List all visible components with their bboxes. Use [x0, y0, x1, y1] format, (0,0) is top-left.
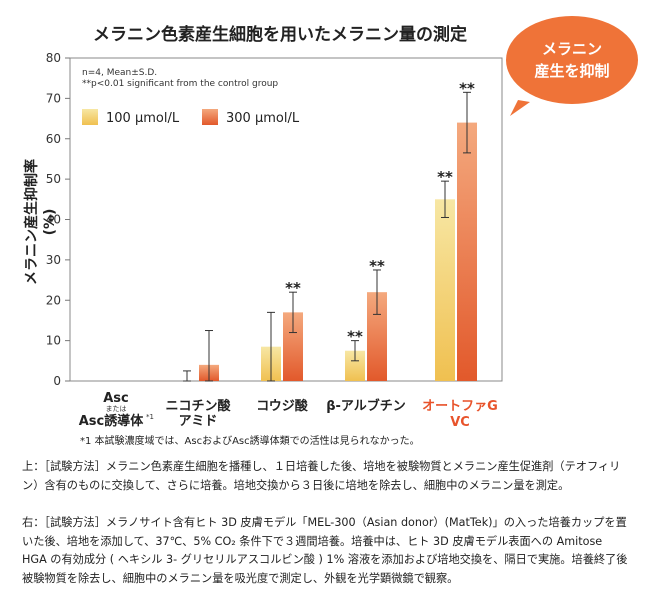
x-label-autopha-line1: オートファG: [422, 399, 498, 414]
legend-swatch-300: [202, 109, 218, 125]
bar: [367, 292, 387, 381]
y-tick-label: 80: [46, 51, 61, 65]
chart-title: メラニン色素産生細胞を用いたメラニン量の測定: [93, 24, 467, 45]
footnote: *1 本試験濃度域では、AscおよびAsc誘導体類での活性は見られなかった。: [80, 434, 420, 447]
significance-mark: **: [347, 328, 363, 346]
x-label-niacinamide-line2: アミド: [179, 414, 218, 429]
chart-note-significance: **p<0.01 significant from the control gr…: [82, 79, 278, 89]
description-top: 上：［試験方法］メラニン色素産生細胞を播種し、１日培養した後、培地を被験物質とメ…: [22, 460, 621, 492]
legend: 100 μmol/L 300 μmol/L: [82, 109, 300, 126]
bar: [435, 199, 455, 381]
significance-mark: **: [285, 279, 301, 297]
description-bottom: 右：［試験方法］メラノサイト含有ヒト 3D 皮膚モデル「MEL-300（Asia…: [22, 516, 628, 585]
badge-shape: [506, 16, 638, 104]
significance-marks: ** ** ** ** **: [285, 79, 475, 345]
x-axis-categories: Asc または Asc誘導体 *1 ニコチン酸 アミド コウジ酸 β-アルブチン…: [79, 391, 498, 430]
significance-mark: **: [369, 257, 385, 275]
significance-mark: **: [437, 168, 453, 186]
error-bars: [183, 91, 471, 382]
y-tick-label: 20: [46, 293, 61, 307]
bars: [199, 122, 477, 381]
bar: [457, 122, 477, 381]
y-axis-ticks: 0 10 20 30 40 50 60 70 80: [46, 51, 70, 388]
legend-label-300: 300 μmol/L: [226, 111, 300, 126]
y-tick-label: 40: [46, 213, 61, 227]
chart-note-n: n=4, Mean±S.D.: [82, 68, 157, 78]
legend-swatch-100: [82, 109, 98, 125]
bar: [283, 312, 303, 381]
badge-bubble: [510, 100, 530, 116]
y-axis-label-line1: メラニン産生抑制率: [23, 159, 40, 285]
x-label-niacinamide-line1: ニコチン酸: [165, 398, 231, 414]
chart: メラニン色素産生細胞を用いたメラニン量の測定 0 10 20 30 40 50 60 70 80…: [23, 16, 638, 447]
y-tick-label: 70: [46, 91, 61, 105]
badge-line1: メラニン: [542, 40, 602, 58]
significance-mark: **: [459, 79, 475, 97]
legend-label-100: 100 μmol/L: [106, 111, 180, 126]
x-label-autopha-line2: VC: [450, 415, 470, 430]
y-axis-label-line2: (%): [42, 209, 58, 236]
y-tick-label: 30: [46, 253, 61, 267]
x-label-asc-footnote-mark: *1: [146, 413, 154, 421]
badge-line2: 産生を抑制: [534, 62, 609, 80]
badge: メラニン 産生を抑制: [506, 16, 638, 116]
bar: [345, 350, 365, 381]
y-axis-label: メラニン産生抑制率 (%): [23, 159, 58, 285]
x-label-beta-arbutin: β-アルブチン: [326, 398, 406, 414]
x-label-kojic-acid: コウジ酸: [256, 398, 308, 414]
x-label-asc-small: または: [106, 405, 127, 413]
y-tick-label: 50: [46, 172, 61, 186]
y-tick-label: 10: [46, 334, 61, 348]
y-tick-label: 0: [53, 374, 61, 388]
x-label-asc-line2: Asc誘導体: [79, 413, 145, 429]
y-tick-label: 60: [46, 132, 61, 146]
x-label-asc-line1: Asc: [103, 391, 129, 406]
